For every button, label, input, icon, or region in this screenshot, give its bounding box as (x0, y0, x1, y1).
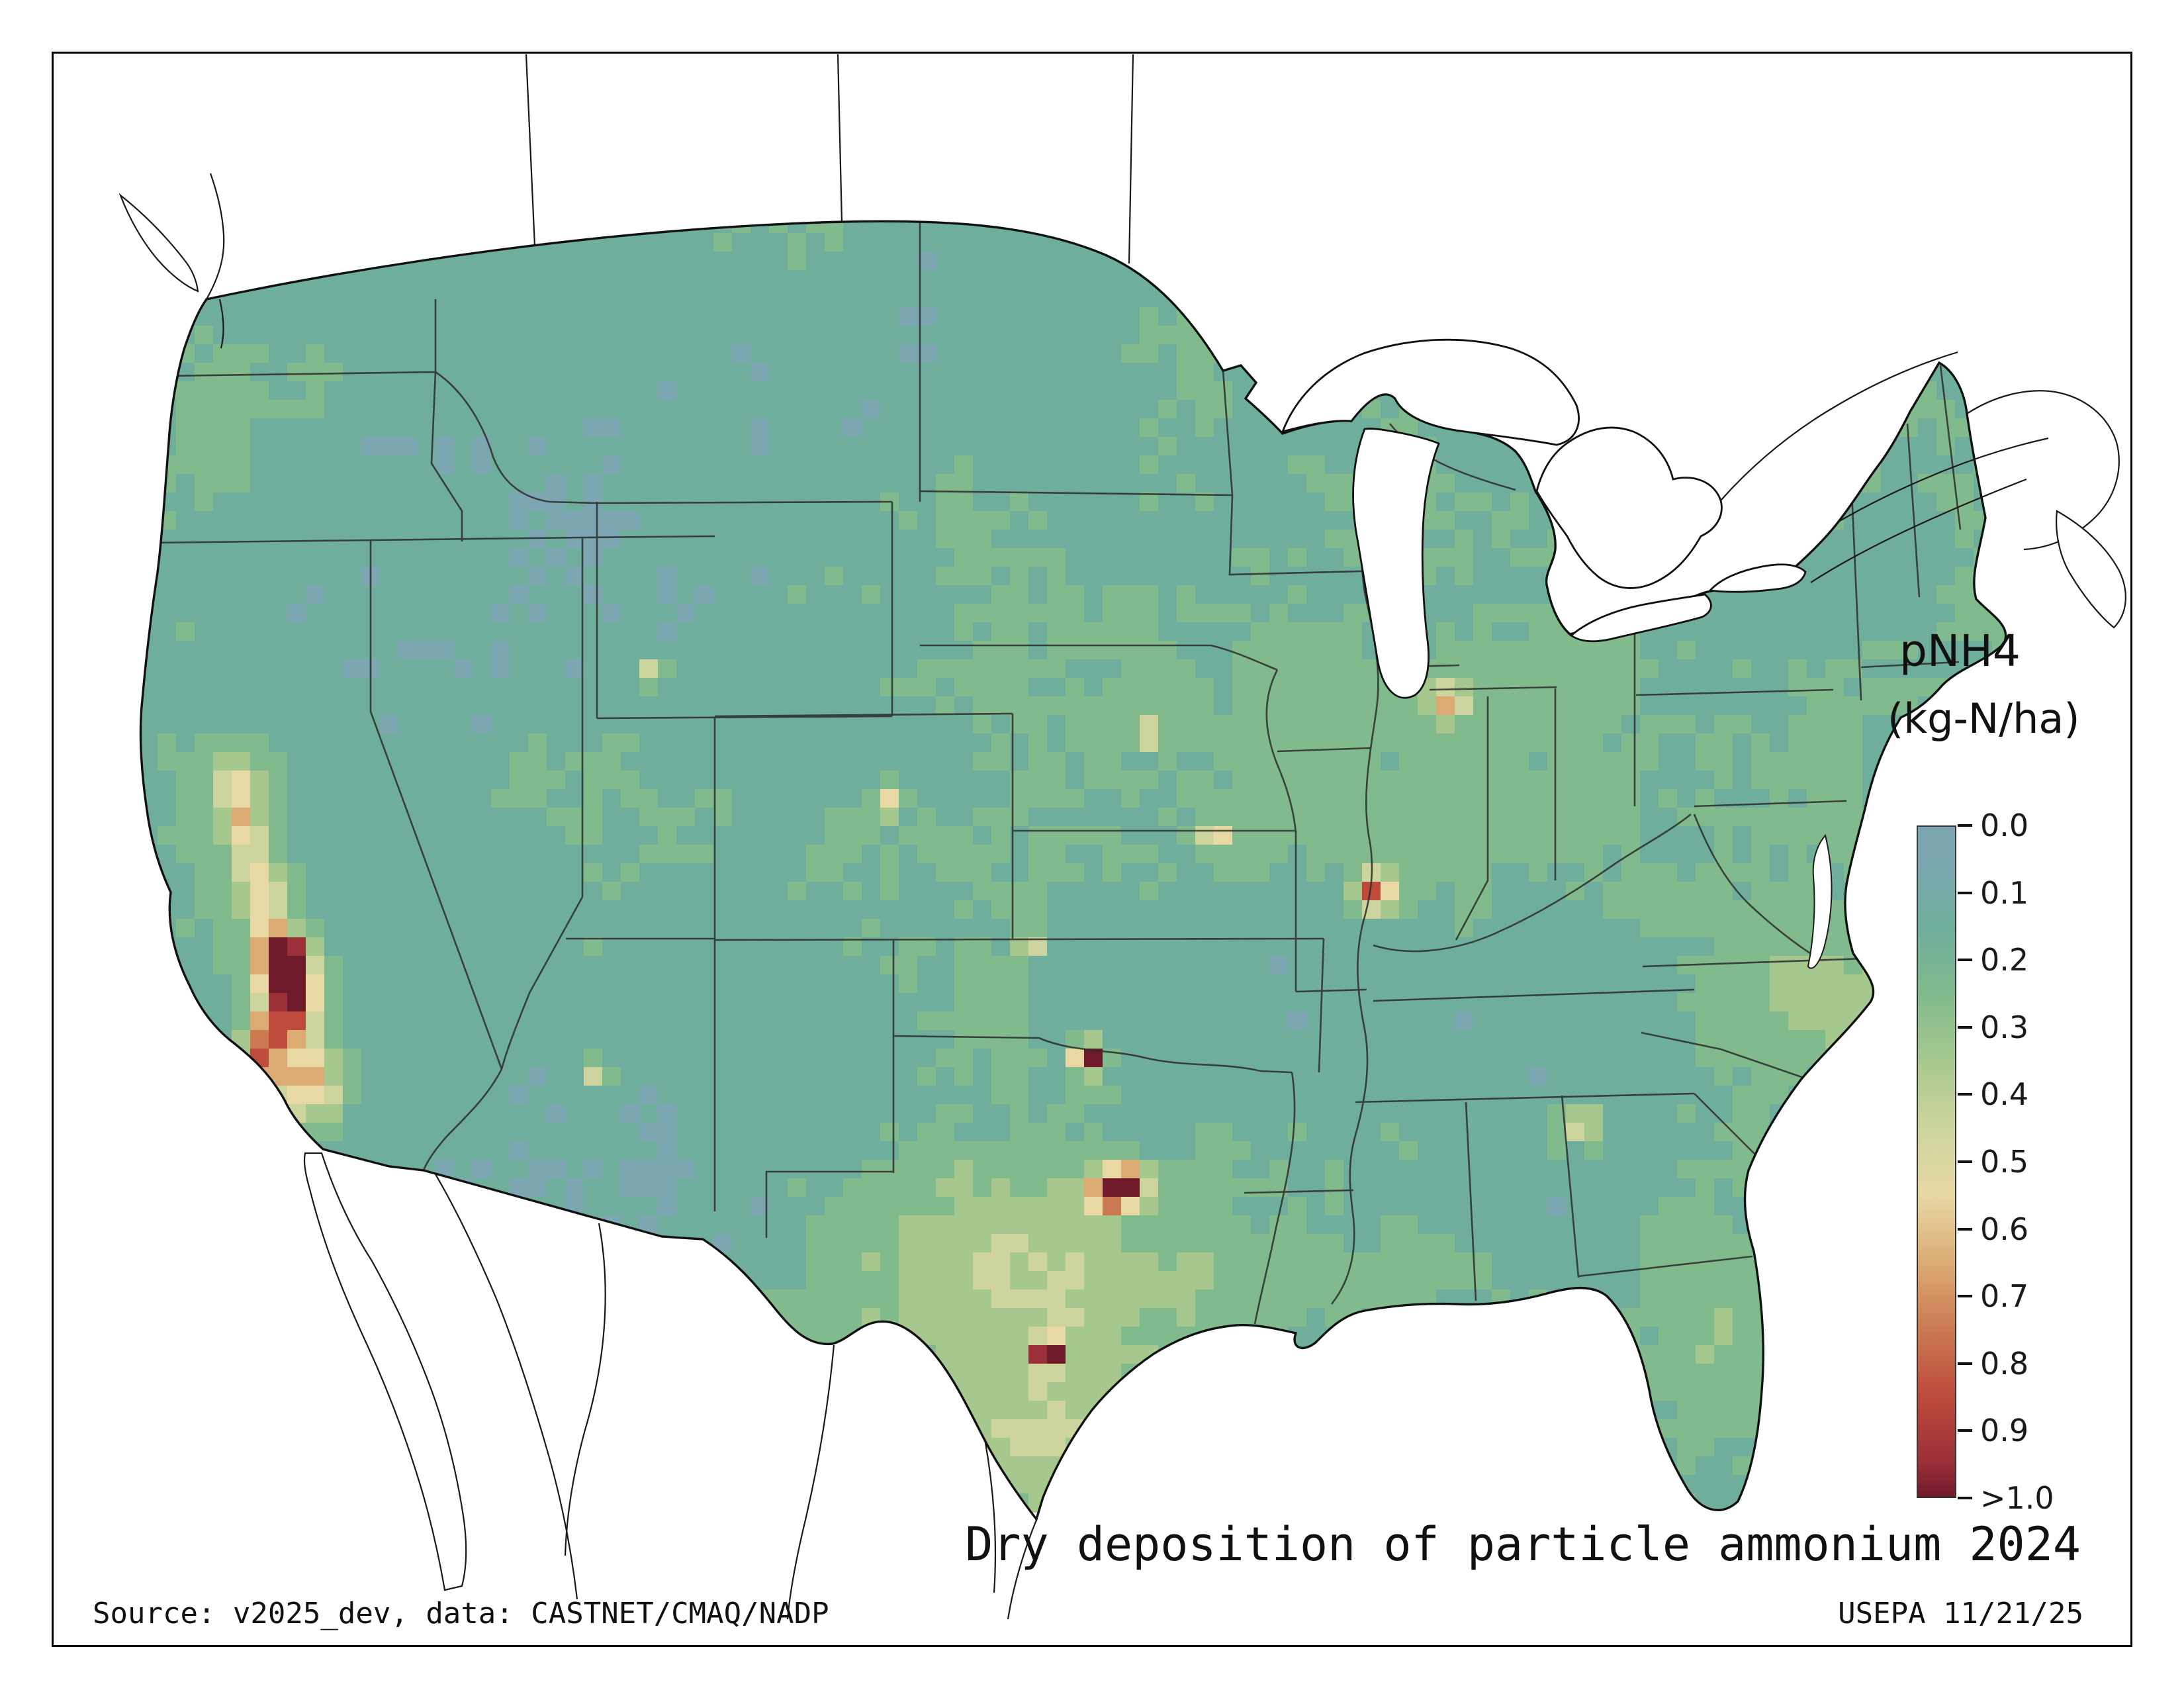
figure-frame (52, 52, 2132, 1647)
lake-ontario (1708, 563, 1807, 593)
vancouver-island (118, 193, 199, 293)
colorbar-tick-label: 0.4 (1980, 1076, 2029, 1112)
mexico-gulf-coast (1007, 1519, 1038, 1620)
colorbar-tick (1958, 1093, 1972, 1096)
puget-sound (218, 299, 224, 349)
mexico-state-border (786, 1344, 835, 1620)
colorbar-tick (1958, 892, 1972, 894)
colorbar-tick (1958, 1160, 1972, 1163)
colorbar-tick (1958, 959, 1972, 961)
colorbar-tick-label: 0.9 (1980, 1413, 2029, 1448)
mexico-gulf-of-california-coast (435, 1174, 578, 1600)
colorbar-tick-label: 0.8 (1980, 1346, 2029, 1382)
raster-layer (140, 221, 2006, 1513)
chesapeake-bay (1807, 833, 1833, 969)
colorbar-tick (1958, 1295, 1972, 1297)
colorbar-tick-label: >1.0 (1980, 1480, 2054, 1516)
colorbar (1917, 825, 1956, 1498)
lake-erie (1569, 593, 1712, 643)
colorbar-tick (1958, 1026, 1972, 1029)
baja-california (303, 1152, 467, 1591)
colorbar-tick-label: 0.3 (1980, 1009, 2029, 1045)
colorbar-tick-label: 0.5 (1980, 1144, 2029, 1180)
map-caption: Dry deposition of particle ammonium 2024 (965, 1517, 2081, 1571)
colorbar-tick-label: 0.2 (1980, 942, 2029, 978)
colorbar-tick (1958, 824, 1972, 827)
great-lakes (1281, 338, 1807, 699)
state-boundaries-layer (148, 222, 1962, 1325)
source-line: Source: v2025_dev, data: CASTNET/CMAQ/NA… (93, 1597, 829, 1630)
legend-title: pNH4 (1899, 626, 2021, 677)
colorbar-tick-label: 0.7 (1980, 1278, 2029, 1314)
canada-province-border (525, 54, 536, 247)
ontario-quebec-border (1720, 351, 1958, 501)
colorbar-tick-label: 0.0 (1980, 808, 2029, 843)
colorbar-tick (1958, 1228, 1972, 1231)
mexico-state-border (983, 1438, 996, 1593)
colorbar-tick (1958, 1429, 1972, 1432)
lake-superior (1281, 338, 1580, 446)
colorbar-tick (1958, 1497, 1972, 1499)
neighbor-countries-layer (118, 54, 2126, 1620)
us-outline (139, 220, 2007, 1522)
colorbar-tick (1958, 1362, 1972, 1365)
colorbar-tick-label: 0.1 (1980, 875, 2029, 911)
lake-huron (1535, 426, 1723, 589)
st-lawrence-shore (1838, 437, 2049, 522)
credit-line: USEPA 11/21/25 (1838, 1597, 2083, 1630)
canada-bc-coast (206, 173, 225, 300)
canada-province-border (1128, 54, 1134, 264)
nova-scotia (2056, 510, 2126, 629)
canada-province-border (837, 54, 843, 223)
colorbar-ticks: 0.0 0.1 0.2 0.3 0.4 0.5 0.6 0.7 0.8 0.9 >1.0 (1958, 810, 2116, 1513)
colorbar-tick-label: 0.6 (1980, 1211, 2029, 1247)
mexico-state-border (564, 1223, 606, 1556)
st-lawrence-river (1810, 478, 2027, 583)
lake-michigan (1352, 428, 1440, 699)
legend-units: (kg-N/ha) (1888, 694, 2080, 743)
